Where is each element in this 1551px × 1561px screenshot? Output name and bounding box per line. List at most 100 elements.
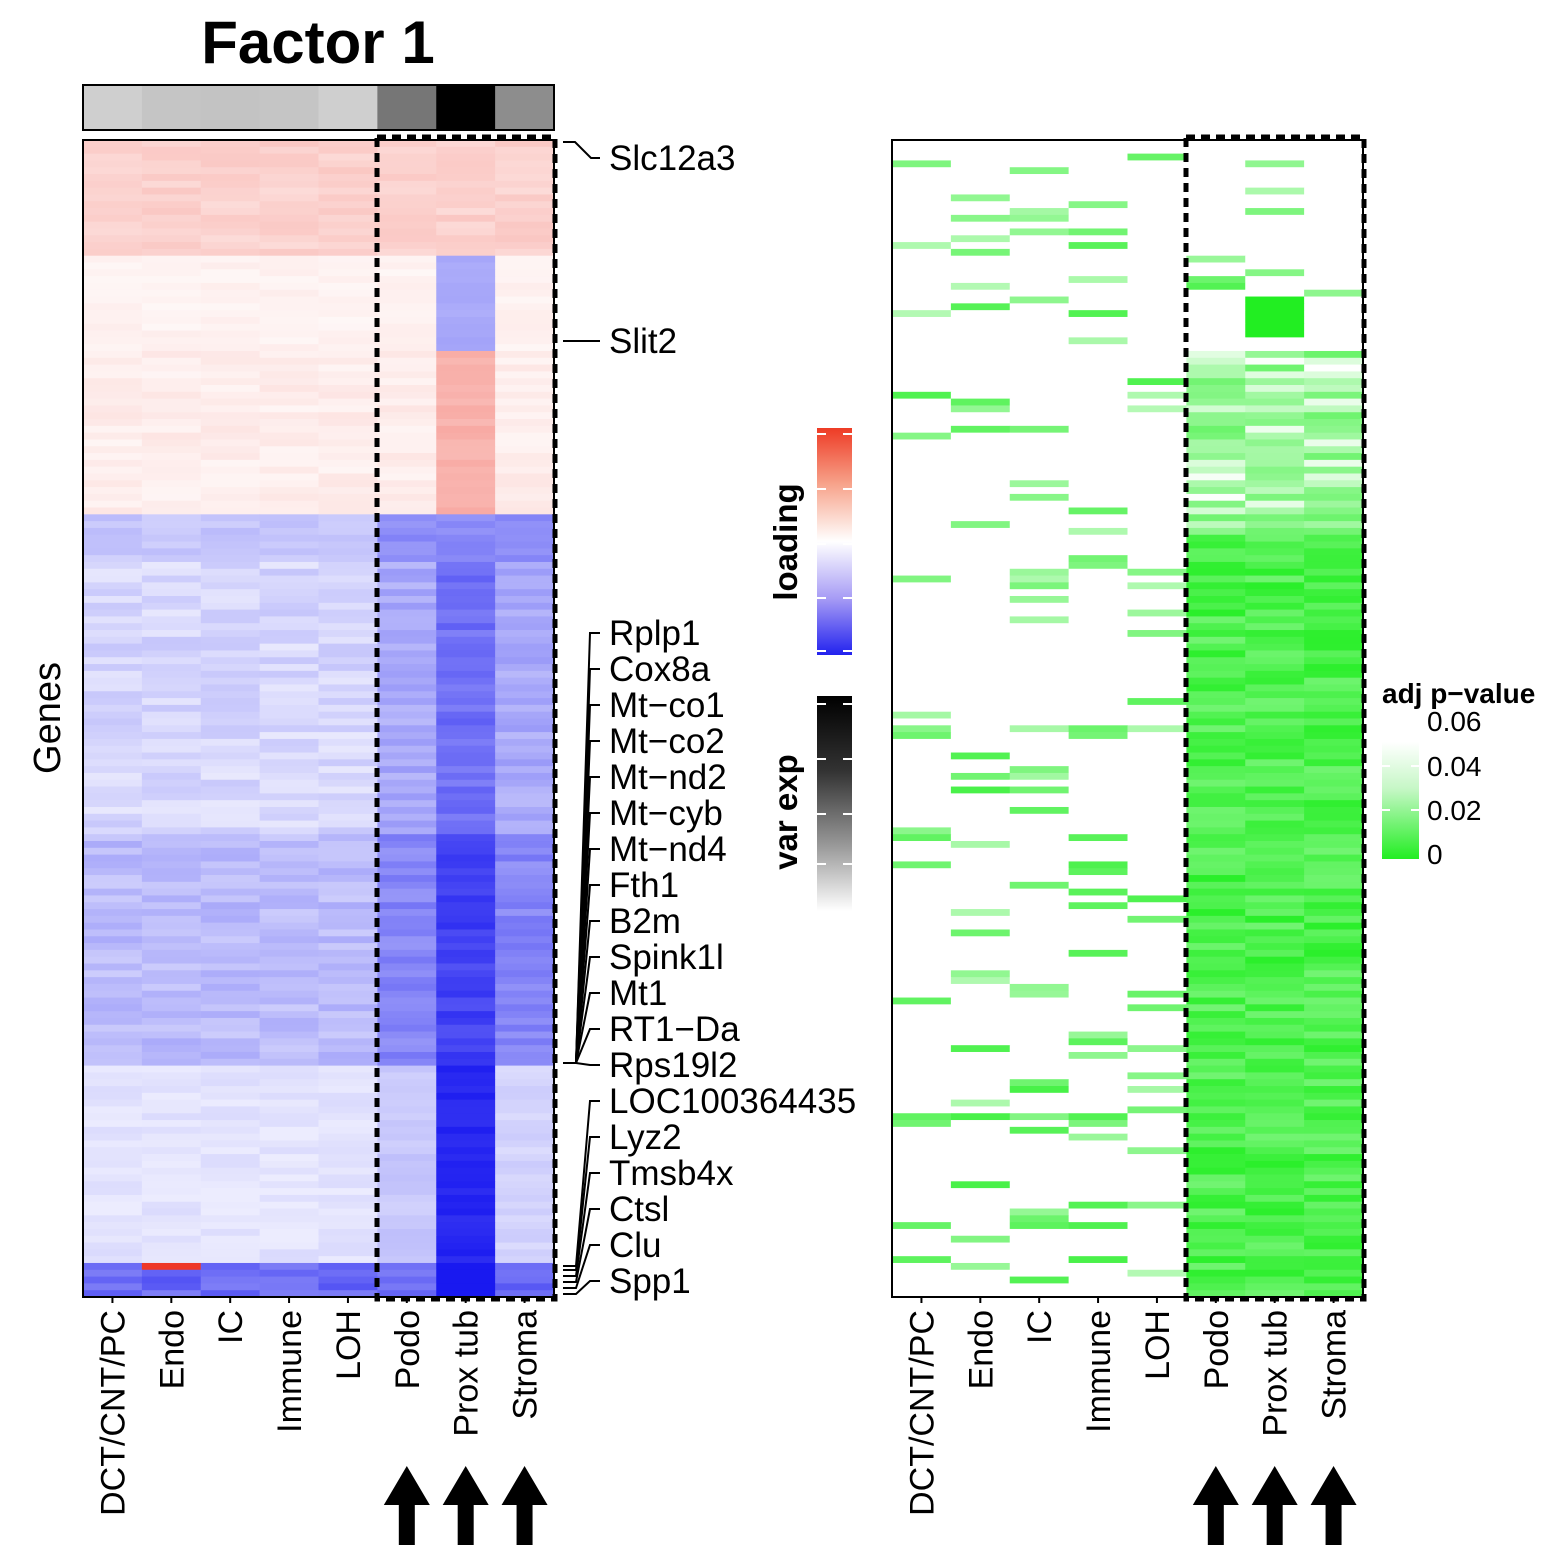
pvalue-cell <box>1068 201 1128 209</box>
pvalue-cell <box>1304 949 1364 958</box>
pvalue-cell <box>1009 303 1070 311</box>
pvalue-cell <box>892 405 952 413</box>
var-exp-cell-5 <box>377 86 437 129</box>
loading-cell <box>259 330 319 338</box>
pvalue-cell <box>1068 1086 1128 1094</box>
pvalue-cell <box>1009 548 1070 556</box>
pvalue-cell <box>892 1201 952 1209</box>
pvalue-cell <box>950 1188 1011 1196</box>
pvalue-cell <box>1068 453 1128 461</box>
loading-cell <box>377 793 437 801</box>
loading-cell <box>83 1113 143 1121</box>
pvalue-cell <box>1127 1133 1187 1141</box>
loading-cell <box>377 1017 437 1026</box>
pvalue-cell <box>892 1249 952 1257</box>
pvalue-cell <box>1009 847 1070 856</box>
pvalue-cell <box>892 915 952 924</box>
var-exp-cell-0 <box>83 86 143 129</box>
pvalue-cell <box>1009 255 1070 263</box>
pvalue-cell <box>1068 466 1128 474</box>
pvalue-cell <box>1127 316 1187 325</box>
pvalue-cell <box>892 752 952 760</box>
loading-cell <box>377 1099 437 1107</box>
loading-cell <box>318 1113 378 1121</box>
pvalue-cell <box>892 881 952 890</box>
loading-cell <box>436 1201 496 1209</box>
loading-cell <box>83 561 143 570</box>
pvalue-cell <box>1245 990 1305 998</box>
pvalue-cell <box>1127 1276 1187 1284</box>
loading-column-label-3: Immune <box>271 1310 309 1433</box>
loading-cell <box>83 282 143 291</box>
loading-cell <box>83 555 143 563</box>
loading-cell <box>141 527 202 536</box>
pvalue-cell <box>1009 289 1070 297</box>
pvalue-cell <box>892 827 952 835</box>
loading-cell <box>83 167 143 175</box>
pvalue-cell <box>1186 221 1246 229</box>
pvalue-cell <box>1009 997 1070 1005</box>
loading-cell <box>495 493 555 502</box>
pvalue-cell <box>1304 1222 1364 1230</box>
pvalue-cell <box>950 357 1011 365</box>
loading-cell <box>200 1051 261 1060</box>
pvalue-cell <box>1068 711 1128 719</box>
pvalue-cell <box>1068 1017 1128 1026</box>
loading-cell <box>141 262 202 270</box>
loading-cell <box>377 548 437 556</box>
loading-cell <box>495 915 555 924</box>
loading-cell <box>377 446 437 454</box>
pvalue-cell <box>1186 500 1246 508</box>
pvalue-cell <box>1304 555 1364 563</box>
pvalue-cell <box>1304 895 1364 903</box>
pvalue-cell <box>1068 990 1128 998</box>
loading-heatmap <box>83 140 555 1298</box>
pvalue-cell <box>950 847 1011 856</box>
pvalue-cell <box>1245 1290 1305 1298</box>
pvalue-cell <box>1304 419 1364 427</box>
pvalue-cell <box>1127 228 1187 236</box>
pvalue-cell <box>1245 711 1305 719</box>
loading-cell <box>141 1072 202 1080</box>
pvalue-cell <box>1245 752 1305 760</box>
loading-cell <box>495 208 555 216</box>
pvalue-cell <box>1009 405 1070 413</box>
pvalue-cell <box>1186 929 1246 937</box>
loading-cell <box>377 990 437 998</box>
loading-cell <box>495 970 555 978</box>
loading-cell <box>141 350 202 359</box>
loading-cell <box>318 140 378 148</box>
pvalue-cell <box>950 541 1011 549</box>
loading-cell <box>200 357 261 365</box>
loading-cell <box>436 1092 496 1101</box>
loading-cell <box>377 1256 437 1264</box>
loading-cell <box>259 1215 319 1223</box>
pvalue-cell <box>1009 718 1070 726</box>
loading-cell <box>83 425 143 434</box>
pvalue-cell <box>1009 1031 1070 1039</box>
pvalue-cell <box>892 1045 952 1053</box>
loading-cell <box>318 738 378 747</box>
pvalue-cell <box>1009 521 1070 529</box>
loading-cell <box>141 779 202 787</box>
pvalue-cell <box>950 350 1011 359</box>
pvalue-cell <box>892 589 952 597</box>
pvalue-cell <box>1068 357 1128 365</box>
pvalue-cell <box>1127 473 1187 481</box>
loading-cell <box>141 1147 202 1155</box>
loading-cell <box>318 310 378 318</box>
pvalue-cell <box>1186 194 1246 202</box>
loading-cell <box>141 698 202 706</box>
loading-cell <box>141 174 202 182</box>
loading-cell <box>259 922 319 930</box>
pvalue-cell <box>1245 1262 1305 1271</box>
loading-cell <box>200 419 261 427</box>
loading-cell <box>141 772 202 781</box>
loading-cell <box>141 670 202 679</box>
loading-cell <box>318 745 378 753</box>
loading-cell <box>377 1120 437 1128</box>
loading-cell <box>200 861 261 869</box>
loading-cell <box>200 160 261 168</box>
pvalue-cell <box>1009 1072 1070 1080</box>
pvalue-cell <box>1304 221 1364 229</box>
